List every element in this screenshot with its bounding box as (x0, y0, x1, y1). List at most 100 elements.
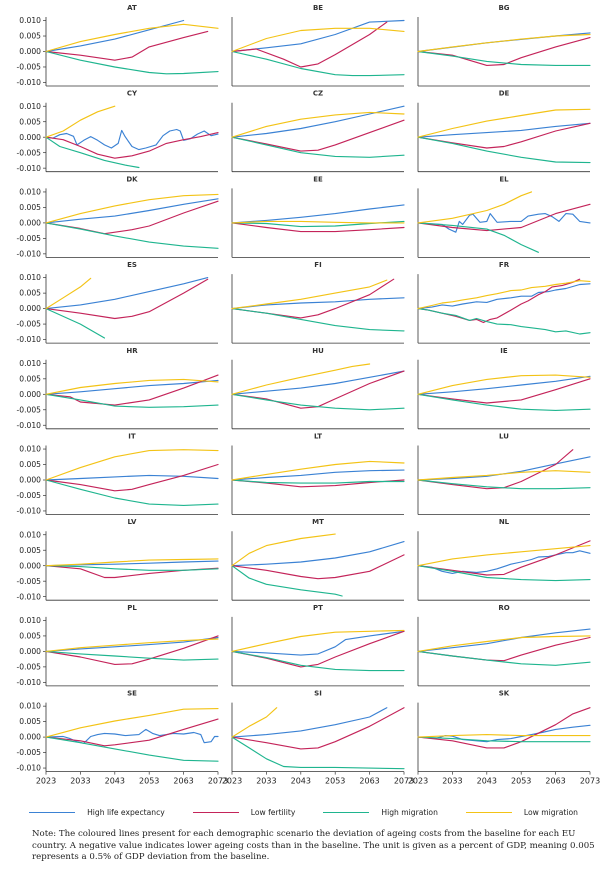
panel-cy: CY 0.010 0.005 0.000 -0.005 -0.010 (17, 90, 219, 173)
legend-item-high-life-expectancy: High life expectancy (29, 804, 165, 820)
series-line-low-migration-ro (417, 635, 591, 652)
legend-swatch-high-migration (323, 811, 370, 813)
panel-fr: FR (417, 261, 591, 344)
panel-title-cy: CY (127, 90, 138, 98)
y-tick-label: 0.005 (19, 32, 41, 41)
series-line-low-migration-nl (417, 545, 591, 567)
x-tick-label: 2023 (36, 777, 56, 786)
series-line-high-life-expectancy-lt (231, 469, 405, 481)
panel-title-pl: PL (127, 604, 137, 612)
y-tick-label: 0.010 (19, 616, 41, 625)
series-line-low-fertility-fr (417, 278, 581, 324)
series-line-high-life-expectancy-nl (417, 550, 591, 574)
x-tick-label: 2033 (70, 777, 90, 786)
series-line-high-migration-lt (231, 479, 405, 484)
series-line-high-life-expectancy-ie (417, 375, 591, 395)
panel-title-es: ES (127, 261, 137, 269)
y-tick-label: 0.005 (19, 546, 41, 555)
panel-title-fi: FI (314, 261, 321, 269)
series-line-high-life-expectancy-cy (45, 128, 219, 151)
series-line-high-life-expectancy-at (45, 19, 185, 53)
panel-title-ee: EE (313, 175, 323, 183)
panel-se: SE 0.010 0.005 0.000 -0.005 -0.010 2023 2033 204… (17, 690, 229, 786)
y-tick-label: 0.005 (19, 374, 41, 383)
series-line-high-life-expectancy-de (417, 122, 591, 138)
series-line-low-migration-fi (231, 279, 388, 310)
panel-si: SI 2023 2033 2043 2053 2063 2073 (222, 690, 414, 786)
series-line-high-migration-ie (417, 393, 591, 411)
series-line-low-migration-dk (45, 193, 219, 224)
panel-title-fr: FR (499, 261, 510, 269)
x-tick-label: 2063 (545, 777, 565, 786)
panel-be: BE (231, 4, 405, 87)
series-line-high-life-expectancy-ee (231, 204, 405, 224)
legend-item-high-migration: High migration (323, 804, 438, 820)
series-line-high-migration-mt (231, 565, 343, 597)
x-tick-label: 2063 (173, 777, 193, 786)
series-line-high-life-expectancy-fr (417, 283, 591, 310)
y-tick-label: 0.005 (19, 289, 41, 298)
x-tick-label: 2043 (477, 777, 497, 786)
panel-title-bg: BG (498, 4, 509, 12)
y-tick-label: 0.010 (19, 188, 41, 197)
panel-title-at: AT (127, 4, 137, 12)
series-line-low-migration-be (231, 27, 405, 53)
legend-item-low-migration: Low migration (465, 804, 578, 820)
x-tick-label: 2073 (208, 777, 228, 786)
panel-sk: SK 2023 2033 2043 2053 2063 2073 (408, 690, 600, 786)
series-line-high-migration-cy (45, 136, 140, 169)
chart-note: Note: The coloured lines present for eac… (32, 829, 595, 863)
legend-label-low-fertility: Low fertility (250, 807, 296, 817)
series-line-high-migration-bg (417, 50, 591, 66)
x-tick-label: 2063 (359, 777, 379, 786)
series-line-high-migration-fr (417, 308, 591, 335)
series-line-low-fertility-si (231, 707, 405, 750)
series-line-high-migration-pt (231, 650, 405, 672)
series-line-low-migration-lt (231, 460, 405, 481)
series-line-low-migration-lu (417, 470, 591, 481)
series-line-low-migration-ee (231, 220, 405, 224)
panel-ro: RO (417, 604, 591, 687)
series-line-low-fertility-cy (45, 132, 219, 159)
series-line-low-migration-lv (45, 558, 219, 567)
x-tick-label: 2053 (511, 777, 531, 786)
panel-lt: LT (231, 433, 405, 515)
y-tick-label: -0.010 (17, 78, 42, 87)
panel-title-sk: SK (499, 690, 510, 698)
panel-ee: EE (231, 175, 405, 258)
small-multiples-chart: AT 0.010 0.005 0.000 -0.005 -0.010 BE BG CY 0.010… (17, 4, 601, 786)
y-tick-label: -0.005 (17, 405, 42, 414)
series-line-high-life-expectancy-mt (231, 541, 405, 567)
series-line-high-life-expectancy-ro (417, 628, 591, 652)
y-tick-label: 0.010 (19, 273, 41, 282)
y-tick-label: -0.005 (17, 662, 42, 671)
panel-at: AT 0.010 0.005 0.000 -0.005 -0.010 (17, 4, 219, 87)
panel-it: IT 0.010 0.005 0.000 -0.005 -0.010 (17, 433, 219, 516)
series-line-high-life-expectancy-dk (45, 198, 219, 224)
series-line-high-life-expectancy-es (45, 277, 209, 310)
panel-title-ie: IE (500, 347, 508, 355)
series-line-low-fertility-lv (45, 565, 219, 579)
y-tick-label: 0.000 (19, 219, 41, 228)
y-tick-label: 0.010 (19, 359, 41, 368)
series-line-low-migration-mt (231, 533, 336, 567)
y-tick-label: -0.010 (17, 678, 42, 687)
series-line-low-migration-cz (231, 111, 405, 138)
series-line-low-fertility-cz (231, 119, 405, 152)
y-tick-label: -0.005 (17, 577, 42, 586)
panel-ie: IE (417, 347, 591, 430)
panel-title-pt: PT (313, 604, 323, 612)
series-line-low-migration-es (45, 277, 92, 310)
panel-cz: CZ (231, 90, 405, 173)
series-line-high-migration-hu (231, 393, 405, 411)
series-line-high-migration-se (45, 736, 219, 762)
series-line-high-migration-pl (45, 650, 219, 661)
series-line-low-migration-hr (45, 378, 219, 395)
series-line-high-life-expectancy-cz (231, 105, 405, 138)
series-line-high-life-expectancy-hu (231, 370, 405, 395)
series-line-high-life-expectancy-sk (417, 724, 591, 743)
series-line-low-fertility-el (417, 203, 591, 232)
y-tick-label: 0.000 (19, 390, 41, 399)
panel-title-lv: LV (128, 518, 137, 526)
series-line-low-fertility-se (45, 718, 219, 747)
